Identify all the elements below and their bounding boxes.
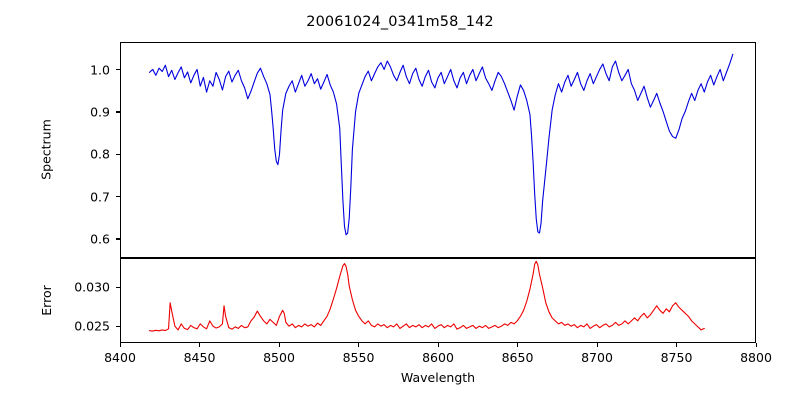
x-tick-label: 8650 — [501, 350, 534, 365]
x-tick-mark — [358, 343, 360, 347]
x-tick-mark — [119, 343, 121, 347]
spectrum-y-tick-mark — [116, 111, 120, 113]
error-y-tick-label: 0.025 — [74, 318, 110, 334]
x-tick-label: 8750 — [660, 350, 693, 365]
spectrum-y-tick-mark — [116, 69, 120, 71]
error-y-tick-label: 0.030 — [74, 279, 110, 295]
x-tick-mark — [437, 343, 439, 347]
x-tick-mark — [517, 343, 519, 347]
x-tick-label: 8700 — [581, 350, 613, 365]
x-tick-label: 8550 — [342, 350, 375, 365]
spectrum-y-tick-mark — [116, 196, 120, 198]
spectrum-y-tick-label: 0.7 — [90, 189, 110, 205]
x-tick-label: 8400 — [104, 350, 136, 365]
x-axis-label: Wavelength — [400, 370, 476, 385]
x-tick-mark — [676, 343, 678, 347]
error-plot-area — [120, 258, 756, 343]
error-y-axis-label: Error — [38, 284, 54, 316]
spectrum-y-tick-mark — [116, 238, 120, 240]
x-tick-mark — [199, 343, 201, 347]
x-tick-label: 8450 — [183, 350, 216, 365]
x-tick-label: 8500 — [263, 350, 295, 365]
spectrum-y-axis-label: Spectrum — [38, 119, 54, 180]
page-title: 20061024_0341m58_142 — [306, 14, 494, 30]
error-y-tick-mark — [116, 325, 120, 327]
spectrum-plot-area — [120, 42, 756, 258]
error-y-tick-mark — [116, 286, 120, 288]
spectrum-y-tick-mark — [116, 153, 120, 155]
x-tick-mark — [755, 343, 757, 347]
spectrum-y-tick-label: 0.6 — [90, 231, 110, 247]
spectrum-y-tick-label: 0.8 — [90, 146, 110, 162]
x-tick-label: 8800 — [740, 350, 772, 365]
error-series-line — [121, 259, 755, 342]
x-tick-label: 8600 — [422, 350, 454, 365]
spectrum-y-tick-label: 0.9 — [90, 104, 110, 120]
x-tick-mark — [278, 343, 280, 347]
spectrum-series-line — [121, 43, 755, 257]
spectrum-y-tick-label: 1.0 — [90, 62, 110, 78]
x-tick-mark — [596, 343, 598, 347]
